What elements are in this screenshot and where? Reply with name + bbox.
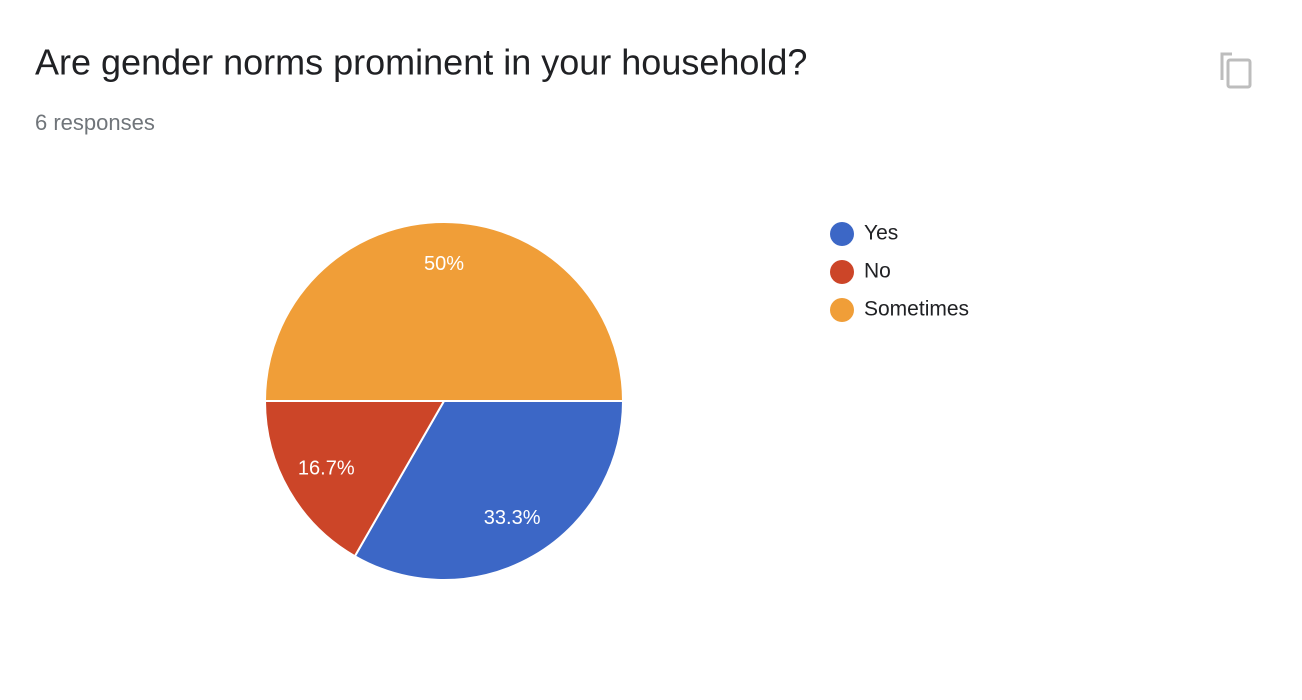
chart-title: Are gender norms prominent in your house… — [35, 42, 807, 83]
pie-slice — [263, 400, 446, 558]
legend-label: Sometimes — [864, 298, 969, 321]
pie-slice — [353, 400, 625, 581]
data-label: 33.3% — [484, 507, 541, 529]
data-label: 16.7% — [298, 457, 355, 479]
legend-label: No — [864, 260, 891, 283]
data-label: 50% — [424, 253, 464, 275]
copy-icon-back — [1220, 52, 1232, 80]
chart-subtitle: 6 responses — [35, 110, 155, 135]
legend-label: Yes — [864, 222, 898, 245]
legend-swatch — [830, 260, 854, 284]
legend-swatch — [830, 222, 854, 246]
pie-slice — [263, 221, 625, 402]
legend-swatch — [830, 298, 854, 322]
copy-icon[interactable] — [1220, 52, 1252, 89]
copy-icon-front — [1226, 58, 1252, 89]
